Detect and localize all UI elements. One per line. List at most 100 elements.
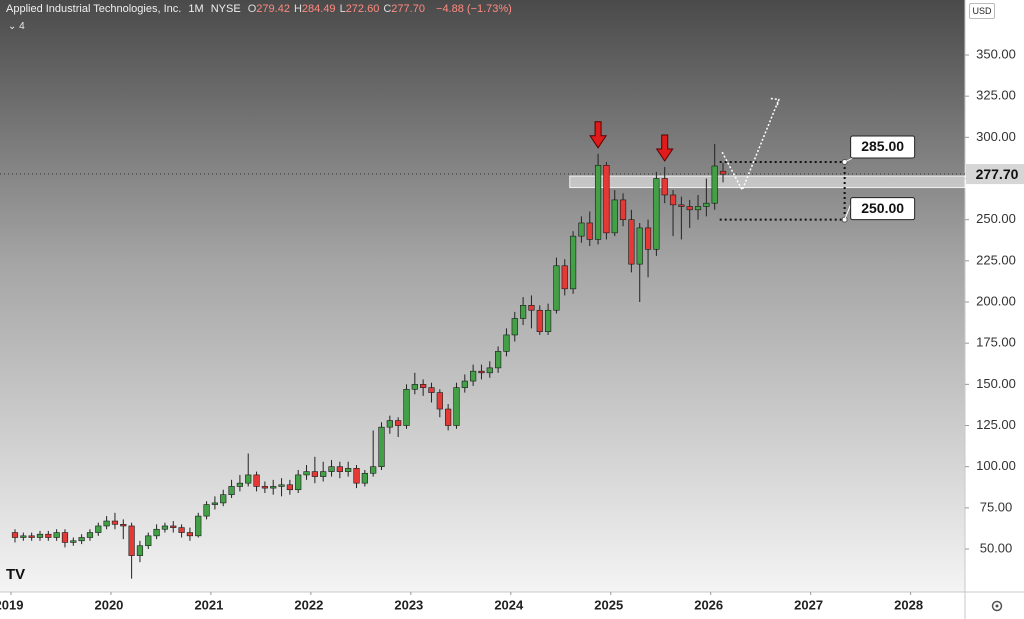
interval[interactable]: 1M bbox=[188, 3, 204, 15]
candle-body bbox=[203, 504, 210, 517]
candle-body bbox=[170, 525, 177, 528]
candle-body bbox=[20, 535, 27, 538]
logo: TV bbox=[6, 566, 25, 583]
candle-body bbox=[711, 165, 718, 204]
ohlc-value: 277.70 bbox=[391, 3, 425, 15]
candle-body bbox=[236, 482, 243, 487]
y-tick-label: 50.00 bbox=[980, 540, 1013, 555]
candle-body bbox=[611, 199, 618, 234]
candle-body bbox=[403, 388, 410, 426]
candle-body bbox=[11, 532, 19, 538]
candle-body bbox=[586, 222, 593, 240]
candle-body bbox=[95, 525, 102, 533]
level-label: 250.00 bbox=[861, 200, 904, 216]
candle-body bbox=[511, 318, 518, 336]
indicator-count[interactable]: ⌄ 4 bbox=[8, 21, 25, 32]
candle-body bbox=[569, 235, 577, 290]
candle-body bbox=[453, 387, 460, 426]
y-tick-label: 125.00 bbox=[976, 417, 1016, 432]
svg-text:TV: TV bbox=[6, 566, 25, 583]
candle-body bbox=[45, 533, 52, 538]
candle-body bbox=[553, 265, 560, 311]
settings-icon[interactable] bbox=[991, 600, 1003, 612]
candle-body bbox=[428, 387, 435, 393]
candle-body bbox=[544, 309, 552, 332]
candle-body bbox=[103, 520, 110, 527]
candle-body bbox=[278, 484, 285, 487]
y-tick-label: 100.00 bbox=[976, 458, 1016, 473]
candle-body bbox=[436, 392, 443, 410]
x-tick-label: 2021 bbox=[194, 597, 223, 612]
candle-body bbox=[186, 532, 194, 537]
candle-body bbox=[420, 384, 427, 388]
candle-body bbox=[336, 466, 343, 472]
signal-arrow bbox=[589, 121, 608, 149]
candle-body bbox=[178, 527, 185, 533]
candle-body bbox=[303, 471, 310, 476]
y-tick-label: 200.00 bbox=[976, 293, 1016, 308]
candle-body bbox=[395, 420, 402, 426]
candle-body bbox=[520, 305, 527, 319]
x-tick-label: 2023 bbox=[394, 597, 423, 612]
candle-body bbox=[503, 334, 510, 352]
candle-body bbox=[411, 384, 418, 390]
candle-body bbox=[478, 370, 485, 374]
candle-body bbox=[594, 165, 602, 240]
candle-body bbox=[153, 528, 160, 537]
x-tick-label: 2024 bbox=[494, 597, 524, 612]
candle-body bbox=[295, 474, 302, 491]
last-price-box bbox=[966, 164, 1024, 185]
candle-body bbox=[195, 515, 202, 537]
candle-body bbox=[328, 466, 335, 472]
candle-body bbox=[461, 380, 468, 388]
candle-body bbox=[28, 535, 35, 538]
candle-body bbox=[445, 408, 452, 426]
candle-body bbox=[78, 537, 85, 542]
price-axis-panel bbox=[965, 0, 1024, 619]
time-axis-panel bbox=[0, 592, 965, 619]
candle-body bbox=[161, 525, 169, 530]
x-tick-label: 2028 bbox=[894, 597, 923, 612]
ohlc-key: H bbox=[293, 3, 302, 15]
indicator-number: 4 bbox=[19, 21, 25, 32]
candle-body bbox=[86, 532, 94, 538]
ohlc-value: 284.49 bbox=[301, 3, 336, 15]
candle-body bbox=[70, 540, 77, 543]
candle-body bbox=[320, 471, 327, 477]
candle-body bbox=[486, 367, 493, 374]
candle-body bbox=[61, 532, 69, 543]
candle-body bbox=[536, 309, 543, 332]
y-tick-label: 325.00 bbox=[976, 88, 1016, 103]
candle-body bbox=[694, 206, 702, 211]
x-tick-label: 2019 bbox=[0, 597, 23, 612]
plot-background bbox=[0, 0, 965, 592]
currency[interactable]: USD bbox=[969, 3, 995, 19]
x-tick-label: 2020 bbox=[94, 597, 123, 612]
y-tick-label: 75.00 bbox=[980, 499, 1013, 514]
candle-body bbox=[703, 202, 710, 207]
candle-body bbox=[678, 204, 685, 207]
x-tick-label: 2025 bbox=[594, 597, 623, 612]
y-tick-label: 350.00 bbox=[976, 46, 1016, 61]
candle-body bbox=[253, 474, 260, 487]
candle-body bbox=[270, 486, 277, 489]
ohlc-value: 279.42 bbox=[256, 3, 290, 15]
candle-body bbox=[128, 525, 135, 556]
y-tick-label: 175.00 bbox=[976, 335, 1016, 350]
candle-body bbox=[311, 471, 318, 477]
ohlc-values: O279.42 H284.49 L272.60 C277.70 bbox=[248, 3, 429, 15]
y-tick-label: 150.00 bbox=[976, 376, 1016, 391]
symbol-name: Applied Industrial Technologies, Inc. bbox=[6, 3, 182, 15]
candle-body bbox=[286, 484, 293, 491]
candle-body bbox=[470, 370, 477, 382]
candle-body bbox=[220, 494, 227, 504]
level-label: 285.00 bbox=[861, 138, 904, 154]
level-label-box bbox=[850, 197, 916, 221]
candle-body bbox=[628, 219, 635, 265]
candle-body bbox=[370, 466, 377, 474]
x-tick-label: 2027 bbox=[794, 597, 823, 612]
candle-body bbox=[361, 472, 368, 484]
candle-body bbox=[345, 468, 352, 472]
header: Applied Industrial Technologies, Inc. 1M… bbox=[6, 3, 516, 15]
